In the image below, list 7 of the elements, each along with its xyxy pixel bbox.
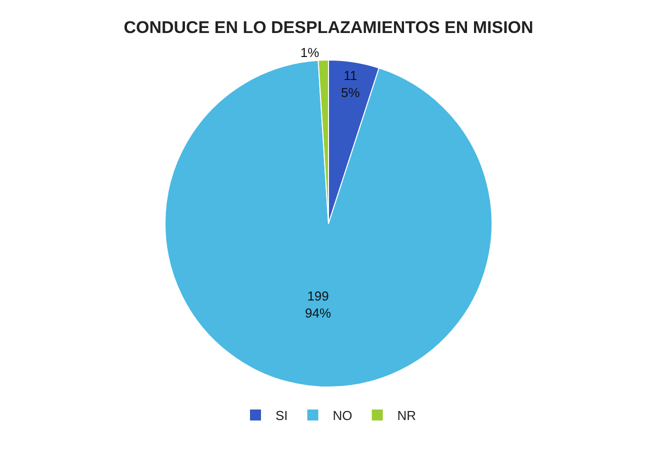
legend-label: NO	[332, 408, 352, 424]
legend-label: SI	[276, 408, 288, 424]
data-label: 11 5%	[341, 68, 360, 100]
legend-label: NR	[397, 408, 416, 424]
data-label: 1%	[300, 45, 320, 60]
chart-title: CONDUCE EN LO DESPLAZAMIENTOS EN MISION	[124, 18, 534, 37]
data-label: 199 94%	[305, 288, 332, 321]
